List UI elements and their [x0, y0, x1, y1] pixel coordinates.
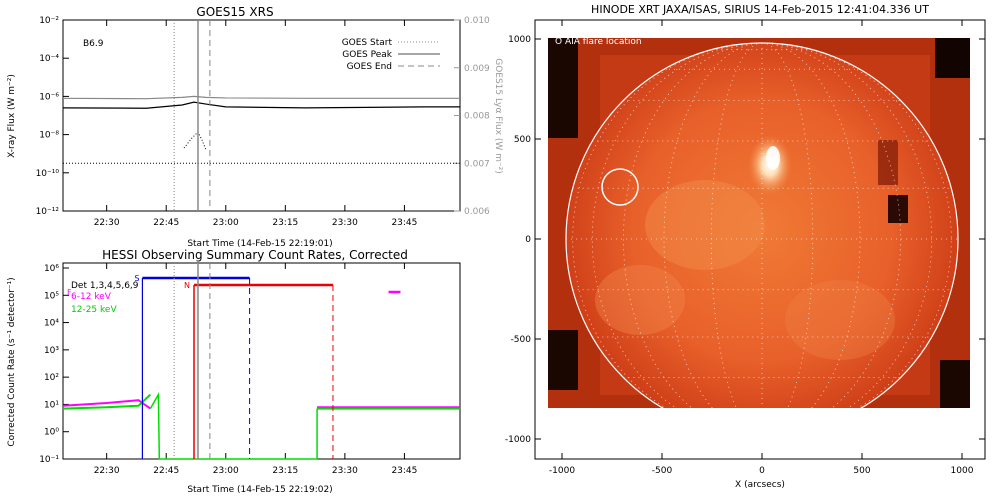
hessi-x-tick-label: 23:30 — [332, 466, 358, 476]
goes-legend-label: GOES End — [347, 62, 392, 72]
goes-x-tick-label: 22:45 — [153, 218, 179, 228]
hessi-legend: Det 1,3,4,5,6,9 6-12 keV 12-25 keV — [71, 281, 139, 315]
goes-y-tick-label: 10⁻⁴ — [39, 54, 59, 64]
xrt-flare-marker — [601, 168, 639, 206]
hessi-y-tick-label: 10⁰ — [44, 428, 59, 438]
goes-series-line — [62, 101, 460, 109]
hessi-y-tick-label: 10² — [44, 373, 59, 383]
xrt-panel: HINODE XRT JAXA/ISAS, SIRIUS 14-Feb-2015… — [505, 3, 986, 490]
goes-y2-tick-label: 0.009 — [464, 64, 490, 74]
goes-x-label: Start Time (14-Feb-15 22:19:01) — [187, 239, 332, 249]
xrt-y-tick-label: -1000 — [505, 435, 531, 445]
goes-frame — [62, 19, 461, 212]
xrt-x-tick-label: 1000 — [951, 466, 974, 476]
goes-x-tick-label: 23:15 — [272, 218, 298, 228]
goes-annotation: B6.9 — [83, 39, 104, 49]
hessi-y-tick-label: 10⁴ — [44, 319, 59, 329]
xrt-longitude-line — [710, 42, 763, 408]
hessi-flag-f-label: F — [67, 288, 72, 297]
xrt-x-ticks: -1000 -500 0 500 1000 — [549, 20, 974, 476]
goes-y-tick-label: 10⁻² — [39, 16, 59, 26]
goes-x-ticks: 22:30 22:45 23:00 23:15 23:30 23:45 — [94, 20, 417, 228]
hessi-panel: HESSI Observing Summary Count Rates, Cor… — [7, 248, 461, 495]
xrt-annotation: O AIA flare location — [555, 37, 642, 47]
goes-y-tick-label: 10⁻⁶ — [39, 92, 59, 102]
goes-title: GOES15 XRS — [196, 5, 273, 19]
goes-y-tick-label: 10⁻¹⁰ — [36, 169, 60, 179]
hessi-x-ticks: 22:30 22:45 23:00 23:15 23:30 23:45 — [94, 263, 417, 476]
xrt-y-tick-label: 1000 — [508, 35, 531, 45]
xrt-title: HINODE XRT JAXA/ISAS, SIRIUS 14-Feb-2015… — [591, 3, 929, 16]
xrt-image — [548, 38, 970, 408]
hessi-y-tick-label: 10⁻¹ — [39, 455, 59, 465]
goes-y2-tick-label: 0.007 — [464, 159, 490, 169]
xrt-x-tick-label: 0 — [759, 466, 765, 476]
goes-y2-label: GOES15 Lyα Flux (W m⁻²) — [493, 58, 503, 174]
hessi-y-tick-label: 10⁶ — [44, 264, 59, 274]
hessi-markers — [173, 263, 211, 459]
goes-series-line — [62, 95, 460, 100]
hessi-flag-n-label: N — [184, 281, 190, 290]
xrt-x-tick-label: -500 — [652, 466, 673, 476]
hessi-series-line — [62, 399, 151, 410]
hessi-y-label: Corrected Count Rate (s⁻¹ detector⁻¹) — [7, 277, 17, 446]
goes-series — [62, 95, 460, 164]
xrt-y-tick-label: -500 — [511, 335, 532, 345]
hessi-series-line — [62, 393, 152, 410]
hessi-x-tick-label: 22:45 — [153, 466, 179, 476]
hessi-flag-s-label: S — [134, 274, 139, 283]
hessi-y-tick-label: 10³ — [44, 346, 59, 356]
goes-y-tick-label: 10⁻¹² — [36, 207, 60, 217]
xrt-x-tick-label: -1000 — [549, 466, 575, 476]
goes-markers — [173, 20, 211, 211]
goes-y-label: X-ray Flux (W m⁻²) — [7, 74, 17, 158]
xrt-y-ticks: 1000 500 0 -500 -1000 — [505, 35, 985, 445]
hessi-x-tick-label: 23:45 — [391, 466, 417, 476]
hessi-series-line — [149, 391, 318, 460]
hessi-title: HESSI Observing Summary Count Rates, Cor… — [102, 248, 408, 262]
xrt-y-tick-label: 0 — [525, 235, 531, 245]
goes-x-tick-label: 23:45 — [391, 218, 417, 228]
goes-legend-label: GOES Start — [342, 38, 393, 48]
goes-legend: GOES Start GOES Peak GOES End — [342, 38, 440, 72]
goes-y-tick-label: 10⁻⁸ — [39, 131, 59, 141]
hessi-y-tick-label: 10¹ — [44, 400, 59, 410]
hessi-legend-entry: 12-25 keV — [71, 305, 117, 315]
xrt-solar-limb — [565, 42, 959, 436]
hessi-x-tick-label: 22:30 — [94, 466, 120, 476]
goes-y2-tick-label: 0.008 — [464, 112, 490, 122]
hessi-legend-title: Det 1,3,4,5,6,9 — [71, 281, 139, 291]
goes-x-tick-label: 22:30 — [94, 218, 120, 228]
hessi-legend-entry: 6-12 keV — [71, 292, 112, 302]
xrt-x-tick-label: 500 — [853, 466, 870, 476]
xrt-y-tick-label: 500 — [514, 135, 531, 145]
hessi-x-label: Start Time (14-Feb-15 22:19:02) — [187, 485, 332, 495]
hessi-x-tick-label: 23:15 — [272, 466, 298, 476]
hessi-y-tick-label: 10⁵ — [44, 291, 59, 301]
goes-x-tick-label: 23:00 — [213, 218, 239, 228]
goes-y2-tick-label: 0.010 — [464, 16, 490, 26]
goes-legend-label: GOES Peak — [342, 50, 392, 60]
hessi-series — [62, 391, 460, 460]
goes-y-ticks: 10⁻² 10⁻⁴ 10⁻⁶ 10⁻⁸ 10⁻¹⁰ 10⁻¹² — [36, 16, 69, 217]
goes-x-tick-label: 23:30 — [332, 218, 358, 228]
xrt-x-label: X (arcsecs) — [735, 480, 785, 490]
goes-series-line — [183, 131, 207, 151]
goes-y2-ticks: 0.010 0.009 0.008 0.007 0.006 — [454, 16, 490, 217]
hessi-x-tick-label: 23:00 — [213, 466, 239, 476]
hessi-flags: S N F — [67, 274, 401, 459]
xrt-grid — [566, 42, 958, 408]
xrt-longitude-line — [761, 42, 814, 408]
goes-panel: GOES15 XRS X-ray Flux (W m⁻²) GOES15 Lyα… — [7, 5, 503, 249]
hessi-y-ticks: 10⁶ 10⁵ 10⁴ 10³ 10² 10¹ 10⁰ 10⁻¹ — [39, 264, 69, 465]
goes-y2-tick-label: 0.006 — [464, 207, 490, 217]
